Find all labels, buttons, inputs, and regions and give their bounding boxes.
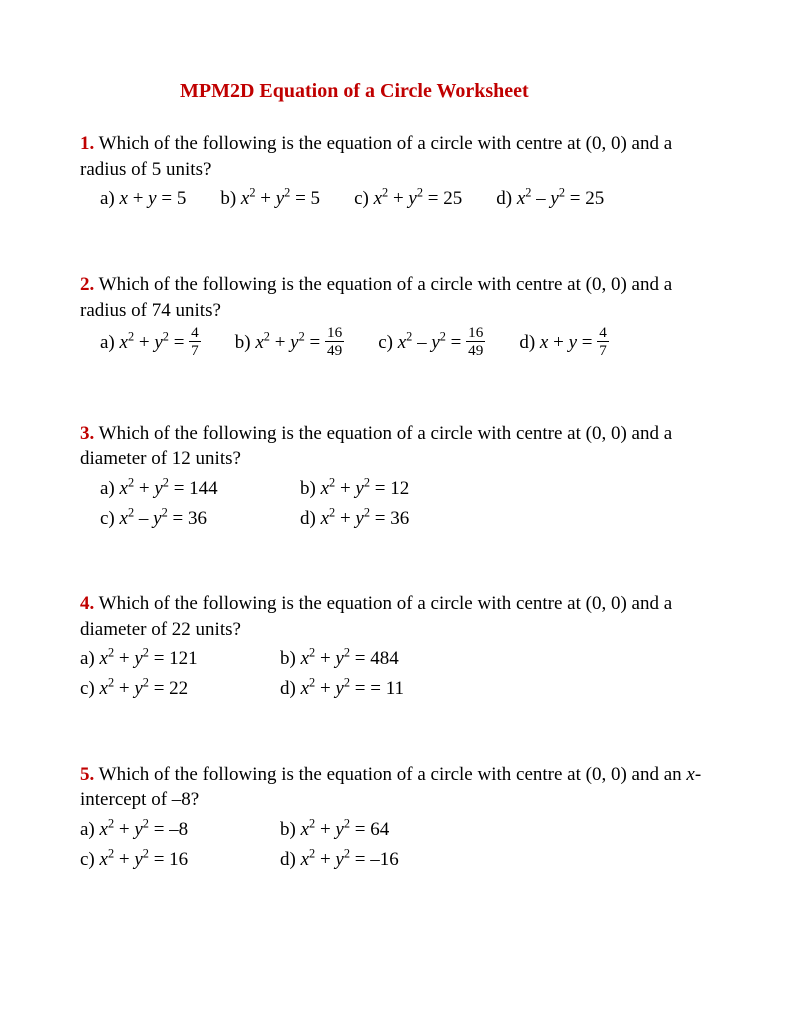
- option-a: a) x2 + y2 = –8: [80, 817, 280, 843]
- question-3: 3. Which of the following is the equatio…: [80, 421, 711, 532]
- option-b: b) x2 + y2 = 5: [220, 186, 320, 212]
- question-5: 5. Which of the following is the equatio…: [80, 762, 711, 873]
- question-number: 4.: [80, 593, 94, 614]
- option-a: a) x + y = 5: [100, 186, 186, 212]
- options-row: a) x + y = 5 b) x2 + y2 = 5 c) x2 + y2 = 2…: [100, 186, 711, 212]
- question-prompt: 1. Which of the following is the equatio…: [80, 131, 711, 182]
- question-number: 5.: [80, 764, 94, 785]
- question-prompt: 5. Which of the following is the equatio…: [80, 762, 711, 813]
- option-b: b) x2 + y2 = 64: [280, 817, 480, 843]
- question-2: 2. Which of the following is the equatio…: [80, 272, 711, 361]
- options-row: a) x2 + y2 = 47 b) x2 + y2 = 1649 c) x2 – …: [100, 327, 711, 360]
- option-a: a) x2 + y2 = 121: [80, 646, 280, 672]
- option-b: b) x2 + y2 = 12: [300, 476, 500, 502]
- option-a: a) x2 + y2 = 47: [100, 327, 201, 360]
- worksheet-page: MPM2D Equation of a Circle Worksheet 1. …: [0, 0, 791, 972]
- option-c: c) x2 + y2 = 25: [354, 186, 462, 212]
- option-c: c) x2 – y2 = 36: [100, 506, 300, 532]
- option-d: d) x2 + y2 = –16: [280, 847, 480, 873]
- option-c: c) x2 + y2 = 22: [80, 676, 280, 702]
- options-grid: a) x2 + y2 = 144b) x2 + y2 = 12c) x2 – y…: [100, 476, 711, 531]
- option-c: c) x2 + y2 = 16: [80, 847, 280, 873]
- option-d: d) x2 + y2 = = 11: [280, 676, 480, 702]
- option-b: b) x2 + y2 = 1649: [235, 327, 344, 360]
- page-title: MPM2D Equation of a Circle Worksheet: [180, 80, 711, 103]
- question-number: 1.: [80, 133, 94, 154]
- question-number: 3.: [80, 423, 94, 444]
- question-prompt: 3. Which of the following is the equatio…: [80, 421, 711, 472]
- option-b: b) x2 + y2 = 484: [280, 646, 480, 672]
- questions-container: 1. Which of the following is the equatio…: [80, 131, 711, 872]
- option-d: d) x + y = 47: [519, 327, 608, 360]
- question-prompt: 4. Which of the following is the equatio…: [80, 591, 711, 642]
- question-prompt: 2. Which of the following is the equatio…: [80, 272, 711, 323]
- option-a: a) x2 + y2 = 144: [100, 476, 300, 502]
- question-4: 4. Which of the following is the equatio…: [80, 591, 711, 702]
- option-d: d) x2 – y2 = 25: [496, 186, 604, 212]
- question-1: 1. Which of the following is the equatio…: [80, 131, 711, 212]
- option-c: c) x2 – y2 = 1649: [378, 327, 485, 360]
- option-d: d) x2 + y2 = 36: [300, 506, 500, 532]
- options-grid: a) x2 + y2 = 121b) x2 + y2 = 484c) x2 + …: [80, 646, 711, 701]
- options-grid: a) x2 + y2 = –8b) x2 + y2 = 64c) x2 + y2…: [80, 817, 711, 872]
- question-number: 2.: [80, 274, 94, 295]
